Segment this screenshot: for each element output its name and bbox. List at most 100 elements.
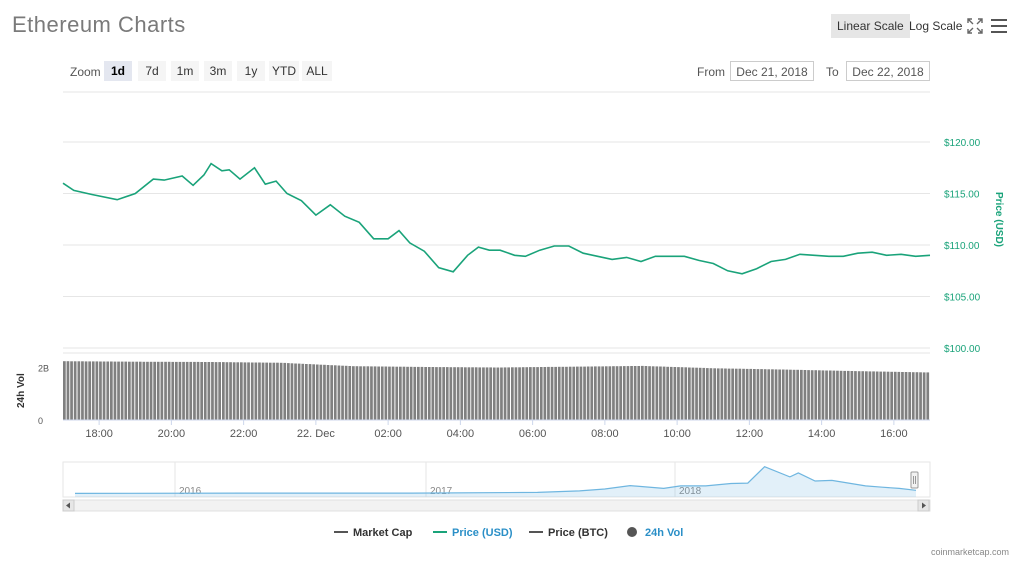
price-series-line[interactable] <box>62 162 931 275</box>
volume-bar <box>897 371 901 420</box>
zoom-1y-button[interactable]: 1y <box>237 61 265 81</box>
volume-bar <box>464 367 467 420</box>
volume-bar <box>843 370 847 420</box>
volume-bar <box>102 361 106 420</box>
navigator-year-label: 2016 <box>179 486 202 497</box>
volume-bar <box>821 370 825 420</box>
volume-bar <box>402 366 406 420</box>
volume-bar <box>637 366 641 420</box>
volume-bar <box>518 367 521 420</box>
volume-bar <box>236 362 240 420</box>
volume-bar <box>146 361 149 420</box>
legend-item[interactable]: Market Cap <box>334 527 413 539</box>
legend-label: Price (USD) <box>452 527 513 539</box>
volume-bar <box>496 367 500 420</box>
volume-bar <box>196 361 200 420</box>
volume-bar <box>406 366 409 420</box>
x-tick-label: 10:00 <box>663 428 691 440</box>
zoom-3m-button[interactable]: 3m <box>204 61 232 81</box>
volume-bar <box>651 366 655 420</box>
volume-bar <box>738 368 742 420</box>
volume-bar <box>644 366 648 420</box>
volume-bar <box>511 367 514 420</box>
volume-bar <box>514 367 518 420</box>
volume-bar <box>153 361 157 420</box>
to-date-input[interactable]: Dec 22, 2018 <box>846 61 930 81</box>
volume-bar <box>901 372 904 420</box>
log-scale-button[interactable]: Log Scale <box>909 19 963 33</box>
volume-bar <box>81 361 84 420</box>
x-tick-label: 02:00 <box>374 428 402 440</box>
volume-bar <box>435 367 438 420</box>
volume-bar <box>727 368 731 420</box>
legend-label: Market Cap <box>353 527 413 539</box>
volume-bar <box>836 370 839 420</box>
price-tick-label: $105.00 <box>944 293 981 304</box>
legend-item[interactable]: Price (USD) <box>433 527 513 539</box>
volume-bar <box>247 362 250 420</box>
volume-bar <box>745 368 749 420</box>
volume-bar <box>120 361 124 420</box>
volume-bar <box>250 362 254 420</box>
volume-bar <box>720 368 724 420</box>
zoom-1m-button[interactable]: 1m <box>171 61 199 81</box>
zoom-all-button[interactable]: ALL <box>302 61 332 81</box>
expand-icon[interactable] <box>966 17 984 35</box>
volume-bar <box>240 362 243 420</box>
volume-bar <box>810 370 814 420</box>
volume-bar <box>460 367 464 420</box>
legend-item[interactable]: 24h Vol <box>627 527 683 539</box>
volume-bar <box>529 367 532 420</box>
volume-bar <box>135 361 139 420</box>
volume-bar <box>189 361 193 420</box>
volume-bar <box>149 361 153 420</box>
volume-bar <box>207 362 211 420</box>
volume-bar <box>283 362 287 420</box>
volume-axis-title: 24h Vol <box>16 373 27 408</box>
volume-bar <box>688 367 691 420</box>
volume-bar <box>568 366 572 420</box>
menu-icon[interactable] <box>991 19 1007 33</box>
navigator-handle[interactable] <box>910 471 919 489</box>
volume-bar <box>716 368 720 420</box>
volume-bar <box>164 361 167 420</box>
volume-bar <box>662 366 666 420</box>
volume-bar <box>312 364 316 420</box>
volume-bar <box>774 369 778 420</box>
volume-bar <box>781 369 785 420</box>
legend-item[interactable]: Price (BTC) <box>529 527 608 539</box>
volume-bar <box>803 370 807 420</box>
volume-bar <box>789 369 792 420</box>
volume-bar <box>626 366 630 420</box>
zoom-7d-button[interactable]: 7d <box>138 61 166 81</box>
volume-tick-label: 2B <box>38 364 49 374</box>
volume-bar <box>850 371 854 420</box>
volume-bar <box>370 366 373 420</box>
volume-bar <box>926 372 930 420</box>
volume-bar <box>612 366 615 420</box>
volume-bar <box>352 366 355 420</box>
zoom-1d-button[interactable]: 1d <box>104 61 132 81</box>
volume-bar <box>854 371 857 420</box>
volume-bar <box>724 368 727 420</box>
volume-bar <box>474 367 478 420</box>
volume-bar <box>431 367 435 420</box>
volume-bar <box>290 363 294 420</box>
zoom-ytd-button[interactable]: YTD <box>269 61 299 81</box>
volume-bar <box>922 372 926 420</box>
volume-bar <box>117 361 120 420</box>
volume-bar <box>507 367 511 420</box>
volume-bar <box>579 366 583 420</box>
volume-bar <box>547 366 550 420</box>
linear-scale-button[interactable]: Linear Scale <box>831 14 910 38</box>
volume-bar <box>767 369 771 420</box>
volume-bar <box>323 364 326 420</box>
credit-text: coinmarketcap.com <box>931 547 1010 557</box>
volume-bar <box>471 367 474 420</box>
volume-bar <box>315 364 319 420</box>
navigator-frame <box>62 461 931 498</box>
scrollbar-track[interactable] <box>62 499 931 512</box>
volume-bar <box>175 361 178 420</box>
from-date-input[interactable]: Dec 21, 2018 <box>730 61 814 81</box>
